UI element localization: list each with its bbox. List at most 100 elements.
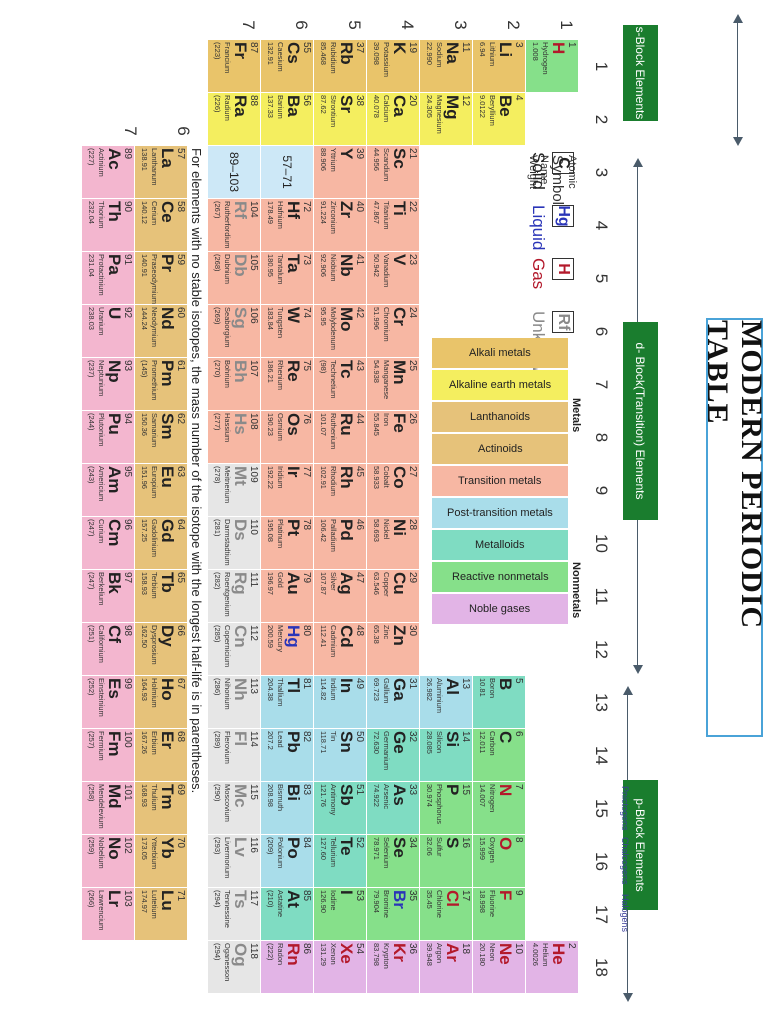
legend-nonmetals-title: Nonmetals <box>570 562 582 619</box>
element-cell-pr: 59 Pr Praseodymium 140.91 <box>134 252 187 305</box>
halogens-label: Halogens <box>620 894 630 933</box>
atomic-weight: (290) <box>213 784 222 802</box>
element-cell-ts: 117 Ts Tennessine (294) <box>207 888 260 941</box>
element-cell-rn: 86 Rn Radon (222) <box>260 941 313 994</box>
legend-post-transition: Post-transition metals <box>432 498 568 528</box>
group-number-11: 11 <box>592 587 611 606</box>
element-name: Samarium <box>150 413 159 448</box>
atomic-weight: 112.41 <box>319 625 328 648</box>
element-cell-bk: 97 Bk Berkelium (247) <box>81 570 134 623</box>
actinide-placeholder: 89–103 <box>207 146 260 199</box>
element-symbol: V <box>390 254 409 266</box>
element-name: Roentgenium <box>223 572 232 617</box>
atomic-weight: (223) <box>213 42 222 60</box>
element-cell-cn: 112 Cn Copernicium (285) <box>207 623 260 676</box>
element-symbol: Co <box>390 466 409 489</box>
element-symbol: Og <box>231 943 250 967</box>
atomic-weight: 79.904 <box>372 890 381 913</box>
group-number-6: 6 <box>592 326 611 337</box>
actinide-range: 89–103 <box>227 151 241 193</box>
element-name: Californium <box>97 625 106 663</box>
element-cell-lv: 116 Lv Livermorium (293) <box>207 835 260 888</box>
element-symbol: Ge <box>390 731 409 754</box>
atomic-weight: 58.693 <box>372 519 381 542</box>
element-symbol: Cm <box>105 519 124 547</box>
element-cell-mc: 115 Mc Moscovium (290) <box>207 782 260 835</box>
element-symbol: Er <box>158 731 177 749</box>
element-name: Seaborgium <box>223 307 232 348</box>
atomic-weight: 74.922 <box>372 784 381 807</box>
element-symbol: U <box>105 307 124 320</box>
element-name: Yttrium <box>329 148 338 172</box>
element-cell-dy: 66 Dy Dysprosium 162.50 <box>134 623 187 676</box>
atomic-weight: 47.867 <box>372 201 381 224</box>
element-symbol: Mn <box>390 360 409 385</box>
element-symbol: Sb <box>337 784 356 806</box>
atomic-weight: (258) <box>87 784 96 802</box>
element-name: Polonium <box>276 837 285 869</box>
element-name: Magnesium <box>435 95 444 134</box>
atomic-weight: 127.60 <box>319 837 328 860</box>
element-name: Iron <box>382 413 391 426</box>
element-name: Mendelevium <box>97 784 106 829</box>
atomic-weight: (209) <box>266 837 275 855</box>
element-symbol: Zn <box>390 625 409 646</box>
atomic-weight: (210) <box>266 890 275 908</box>
group-number-1: 1 <box>592 61 611 72</box>
element-name: Actinium <box>97 148 106 177</box>
atomic-weight: 200.59 <box>266 625 275 648</box>
element-symbol: Fm <box>105 731 124 757</box>
element-name: Thulium <box>150 784 159 811</box>
element-symbol: Ga <box>390 678 409 701</box>
legend-metalloids: Metalloids <box>432 530 568 560</box>
element-name: Thallium <box>276 678 285 707</box>
element-name: Phosphorus <box>435 784 444 825</box>
element-symbol: Mo <box>337 307 356 332</box>
atomic-weight: 151.96 <box>140 466 149 489</box>
element-symbol: N <box>496 784 515 797</box>
element-cell-n: 7 N Nitrogen 14.007 <box>472 782 525 835</box>
element-name: Zinc <box>382 625 391 640</box>
element-cell-tl: 81 Tl Thallium 204.38 <box>260 676 313 729</box>
element-symbol: Rn <box>284 943 303 966</box>
atomic-weight: 150.36 <box>140 413 149 436</box>
element-symbol: Ir <box>284 466 303 478</box>
element-cell-no: 102 No Nobelium (259) <box>81 835 134 888</box>
element-symbol: Am <box>105 466 124 494</box>
period-number-3: 3 <box>451 20 470 30</box>
element-symbol: Lr <box>105 890 124 907</box>
element-name: Scandium <box>382 148 391 182</box>
element-name: Germanium <box>382 731 391 771</box>
element-symbol: Db <box>231 254 250 277</box>
element-cell-s: 16 S Sulfur 32.06 <box>419 835 472 888</box>
element-symbol: Yb <box>158 837 177 859</box>
element-symbol: Mc <box>231 784 250 808</box>
element-symbol: Ar <box>443 943 462 962</box>
chalcogens-label: Chalcogens <box>620 837 630 885</box>
element-name: Tantalum <box>276 254 285 285</box>
element-cell-ag: 47 Ag Silver 107.87 <box>313 570 366 623</box>
atomic-weight: 101.07 <box>319 413 328 436</box>
element-symbol: Rf <box>231 201 250 219</box>
element-name: Oxygen <box>488 837 497 863</box>
element-name: Uranium <box>97 307 106 336</box>
element-symbol: Ne <box>496 943 515 965</box>
atomic-weight: 137.33 <box>266 95 275 118</box>
atomic-weight: 95.95 <box>319 307 328 326</box>
element-cell-sb: 51 Sb Antimony 121.76 <box>313 782 366 835</box>
element-symbol: Pd <box>337 519 356 541</box>
element-symbol: B <box>496 678 515 691</box>
element-name: Neon <box>488 943 497 961</box>
element-symbol: Sg <box>231 307 250 329</box>
atomic-weight: 186.21 <box>266 360 275 383</box>
element-symbol: Te <box>337 837 356 856</box>
atomic-weight: (268) <box>213 254 222 272</box>
atomic-weight: 6.94 <box>478 42 487 57</box>
element-cell-xe: 54 Xe Xenon 131.29 <box>313 941 366 994</box>
element-symbol: O <box>496 837 515 851</box>
element-name: Barium <box>276 95 285 119</box>
atomic-weight: 87.62 <box>319 95 328 114</box>
element-symbol: Rh <box>337 466 356 489</box>
element-name: Lithium <box>488 42 497 67</box>
element-cell-rg: 111 Rg Roentgenium (282) <box>207 570 260 623</box>
